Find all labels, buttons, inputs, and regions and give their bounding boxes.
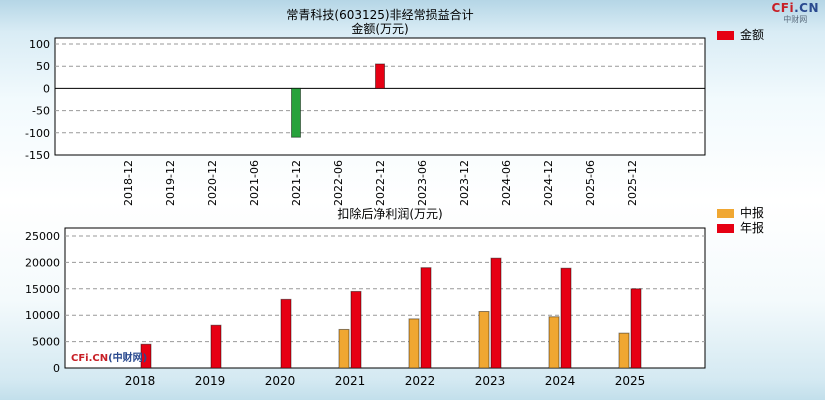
bar — [338, 328, 350, 369]
x-tick-label: 2020 — [265, 374, 296, 388]
y-tick-label: 50 — [36, 60, 50, 73]
bar — [478, 311, 490, 369]
x-tick-label: 2023-12 — [458, 160, 471, 206]
top-chart: 100 50 0 -50 -100 -150 2018-12 2019-12 2020-12 20… — [25, 37, 706, 206]
legend-swatch — [717, 30, 734, 40]
y-tick-label: 0 — [53, 362, 60, 375]
x-tick-label: 2022-12 — [374, 160, 387, 206]
legend-item: 年报 — [717, 222, 764, 234]
x-tick-label: 2021-06 — [248, 160, 261, 206]
legend-swatch — [717, 208, 734, 218]
y-tick-label: 15000 — [25, 283, 60, 296]
bar — [350, 290, 362, 369]
y-tick-label: 25000 — [25, 230, 60, 243]
plot-area — [54, 37, 706, 156]
x-tick-label: 2024-06 — [500, 160, 513, 206]
x-tick-label: 2019-12 — [164, 160, 177, 206]
bar — [630, 288, 642, 369]
plot-area — [64, 227, 706, 369]
legend-label: 金额 — [740, 28, 765, 42]
legend-swatch — [717, 223, 734, 233]
bar — [375, 63, 385, 89]
legend-item: 中报 — [717, 207, 764, 219]
watermark: CFi.CN(中财网) — [71, 351, 147, 364]
x-tick-label: 2025-06 — [584, 160, 597, 206]
bottom-chart-title: 扣除后净利润(万元) — [337, 207, 443, 221]
bar — [210, 324, 222, 369]
y-tick-label: 100 — [29, 38, 50, 51]
y-tick-label: 5000 — [32, 336, 60, 349]
top-chart-subtitle: 金额(万元) — [351, 22, 409, 36]
legend-item: 金额 — [717, 29, 764, 41]
bottom-chart-legend: 中报 年报 — [717, 207, 764, 234]
cfi-logo: CFi.CN 中财网 — [771, 1, 819, 25]
bar — [140, 343, 152, 369]
cfi-logo-subtext: 中财网 — [783, 15, 808, 24]
x-tick-label: 2024 — [545, 374, 576, 388]
bar — [490, 257, 502, 369]
y-tick-label: 0 — [43, 82, 50, 95]
x-tick-label: 2021 — [335, 374, 366, 388]
bar — [560, 267, 572, 369]
x-tick-label: 2019 — [195, 374, 226, 388]
y-tick-label: -100 — [25, 127, 50, 140]
top-chart-title: 常青科技(603125)非经常损益合计 — [286, 8, 474, 22]
x-tick-label: 2020-12 — [206, 160, 219, 206]
x-tick-label: 2023 — [475, 374, 506, 388]
bar — [280, 298, 292, 369]
legend-label: 中报 — [740, 206, 765, 220]
bar — [291, 87, 301, 138]
cfi-logo-text: CFi.CN — [771, 1, 819, 15]
x-tick-label: 2022 — [405, 374, 436, 388]
bar — [618, 332, 630, 369]
x-tick-label: 2022-06 — [332, 160, 345, 206]
x-tick-label: 2025 — [615, 374, 646, 388]
legend-label: 年报 — [740, 221, 765, 235]
top-chart-legend: 金额 — [717, 29, 764, 41]
y-tick-label: -50 — [32, 105, 50, 118]
x-tick-label: 2018-12 — [122, 160, 135, 206]
y-tick-label: -150 — [25, 149, 50, 162]
bar — [420, 267, 432, 369]
x-tick-label: 2023-06 — [416, 160, 429, 206]
y-tick-label: 20000 — [25, 256, 60, 269]
x-tick-label: 2024-12 — [542, 160, 555, 206]
y-tick-label: 10000 — [25, 309, 60, 322]
bar — [408, 318, 420, 369]
bar — [548, 316, 560, 369]
x-tick-label: 2025-12 — [626, 160, 639, 206]
x-tick-label: 2021-12 — [290, 160, 303, 206]
bottom-chart: 25000 20000 15000 10000 5000 0 2018 2019 2020 202… — [25, 227, 706, 388]
x-tick-label: 2018 — [125, 374, 156, 388]
